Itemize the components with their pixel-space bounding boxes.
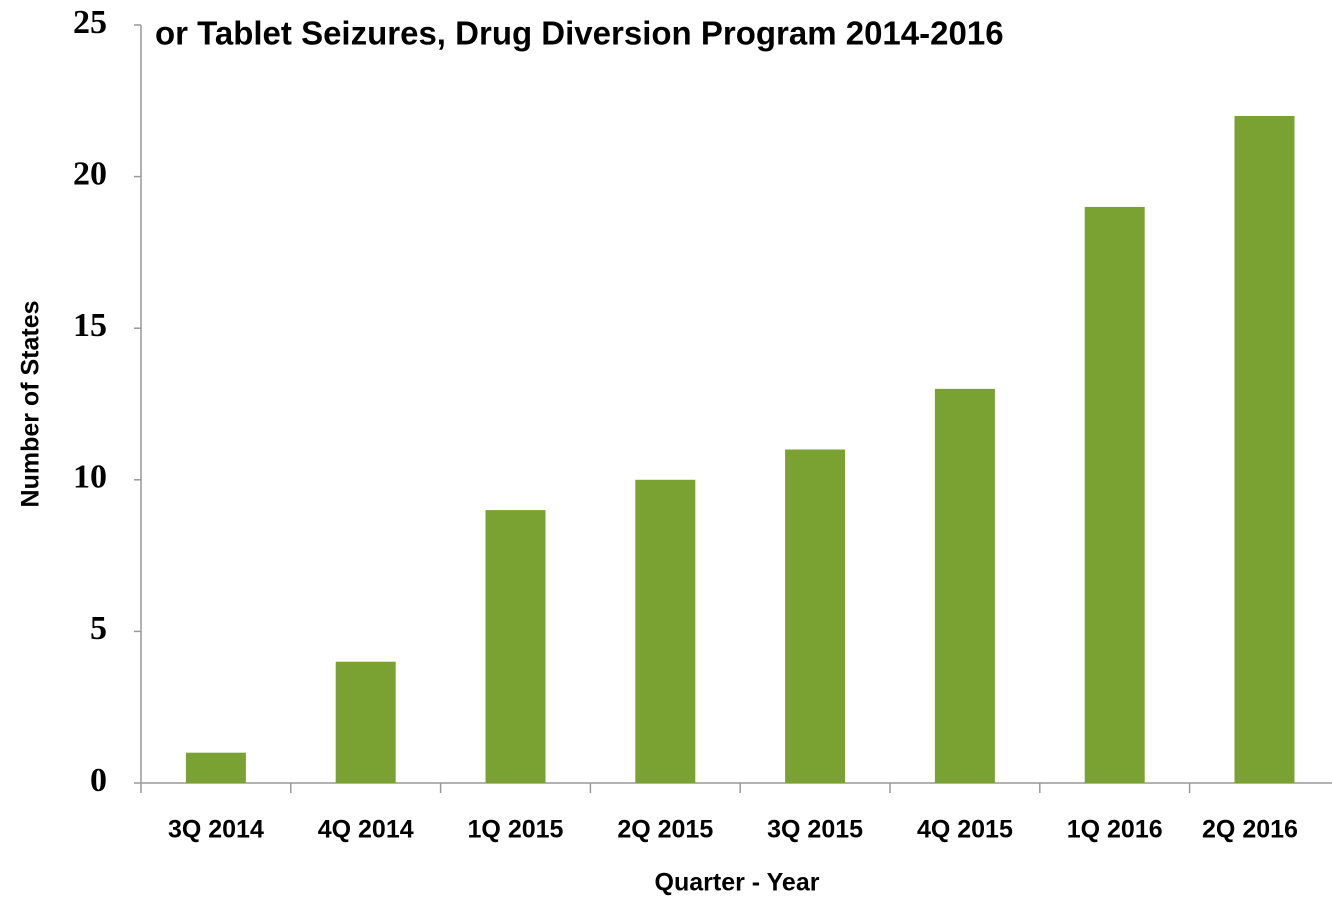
bar — [1084, 206, 1145, 784]
bar — [1234, 115, 1295, 783]
x-tick-label: 4Q 2015 — [917, 816, 1013, 844]
bar — [485, 510, 546, 783]
y-tick-label: 25 — [73, 4, 107, 41]
chart-title: or Tablet Seizures, Drug Diversion Progr… — [155, 15, 1004, 52]
bar — [934, 388, 995, 783]
bar — [635, 479, 696, 783]
x-tick-label: 2Q 2015 — [617, 816, 713, 844]
y-tick-label: 15 — [73, 307, 107, 344]
bar — [785, 449, 846, 783]
bar — [335, 661, 396, 783]
x-axis-label: Quarter - Year — [655, 869, 820, 897]
x-tick-label: 4Q 2014 — [318, 816, 414, 844]
x-tick-label: 3Q 2014 — [168, 816, 264, 844]
y-tick-label: 10 — [73, 459, 107, 496]
x-tick-label: 2Q 2016 — [1202, 816, 1298, 844]
y-tick-label: 5 — [90, 610, 107, 647]
x-tick-label: 3Q 2015 — [767, 816, 863, 844]
y-axis-label: Number of States — [17, 301, 45, 508]
y-tick-label: 20 — [73, 155, 107, 192]
y-tick-label: 0 — [90, 762, 107, 799]
x-tick-label: 1Q 2015 — [468, 816, 564, 844]
x-tick-label: 1Q 2016 — [1067, 816, 1163, 844]
bar — [185, 752, 246, 783]
